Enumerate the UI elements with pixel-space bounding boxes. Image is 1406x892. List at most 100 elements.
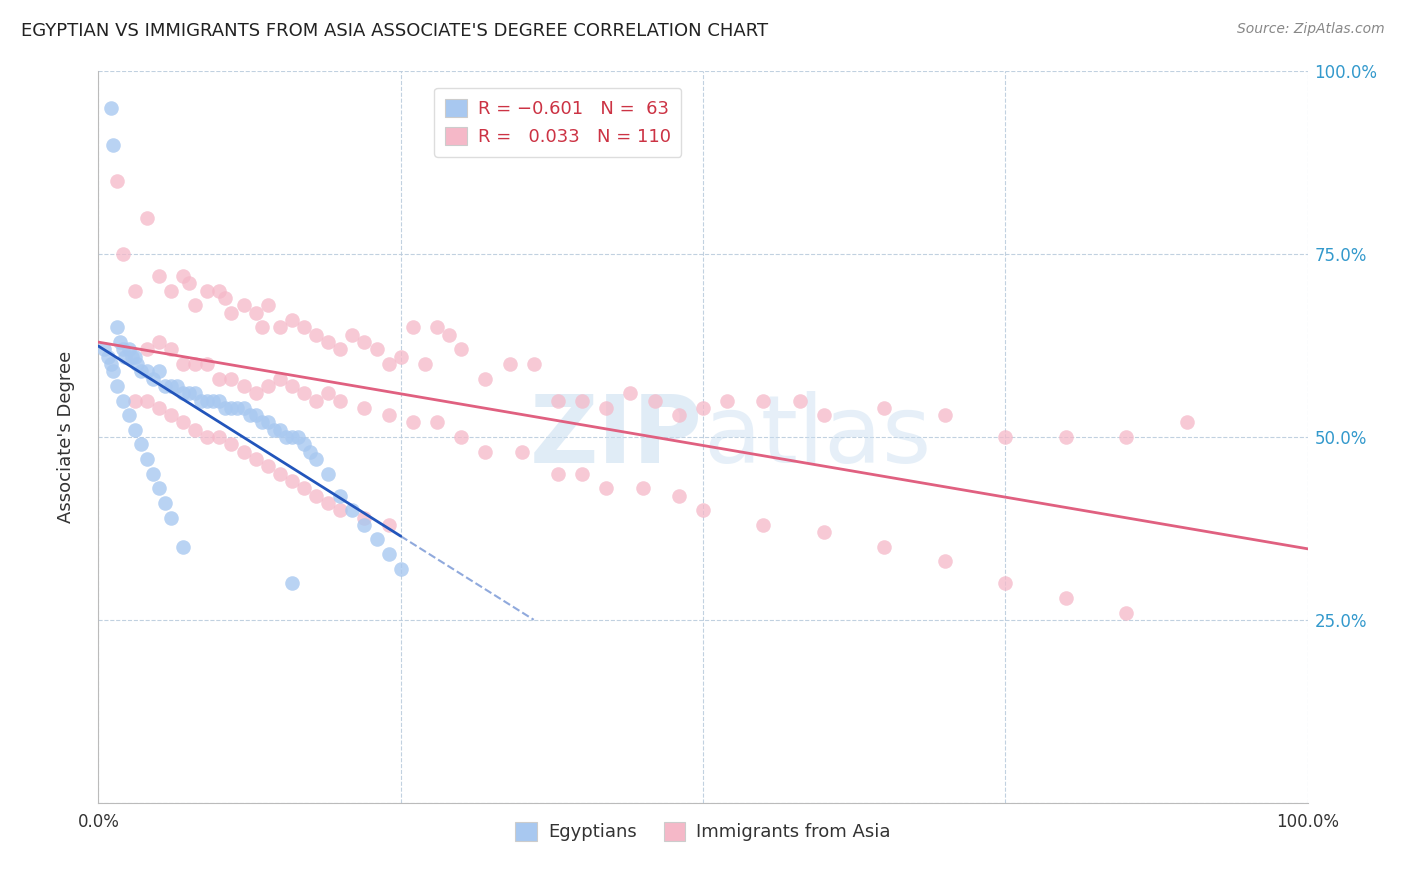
- Immigrants from Asia: [619, 386, 641, 401]
- Immigrants from Asia: [426, 416, 449, 430]
- Egyptians: [353, 517, 375, 532]
- Immigrants from Asia: [160, 343, 183, 357]
- Immigrants from Asia: [377, 408, 399, 422]
- Immigrants from Asia: [256, 459, 278, 474]
- Text: ZIP: ZIP: [530, 391, 703, 483]
- Immigrants from Asia: [450, 430, 472, 444]
- Egyptians: [118, 408, 141, 422]
- Immigrants from Asia: [366, 343, 388, 357]
- Immigrants from Asia: [450, 343, 472, 357]
- Egyptians: [269, 423, 291, 437]
- Immigrants from Asia: [232, 444, 254, 458]
- Egyptians: [281, 576, 304, 591]
- Egyptians: [256, 416, 278, 430]
- Immigrants from Asia: [413, 357, 436, 371]
- Immigrants from Asia: [184, 357, 207, 371]
- Immigrants from Asia: [208, 430, 231, 444]
- Immigrants from Asia: [934, 408, 956, 422]
- Egyptians: [389, 562, 412, 576]
- Immigrants from Asia: [316, 386, 339, 401]
- Egyptians: [232, 401, 254, 415]
- Egyptians: [195, 393, 218, 408]
- Immigrants from Asia: [245, 452, 267, 467]
- Immigrants from Asia: [148, 401, 170, 415]
- Immigrants from Asia: [232, 379, 254, 393]
- Immigrants from Asia: [305, 327, 328, 342]
- Immigrants from Asia: [789, 393, 811, 408]
- Egyptians: [105, 379, 128, 393]
- Immigrants from Asia: [184, 423, 207, 437]
- Immigrants from Asia: [510, 444, 533, 458]
- Immigrants from Asia: [221, 437, 243, 451]
- Egyptians: [111, 393, 134, 408]
- Immigrants from Asia: [172, 357, 194, 371]
- Immigrants from Asia: [389, 350, 412, 364]
- Immigrants from Asia: [752, 393, 775, 408]
- Immigrants from Asia: [873, 540, 896, 554]
- Immigrants from Asia: [245, 386, 267, 401]
- Immigrants from Asia: [1115, 430, 1137, 444]
- Egyptians: [184, 386, 207, 401]
- Egyptians: [179, 386, 201, 401]
- Immigrants from Asia: [402, 320, 425, 334]
- Egyptians: [93, 343, 115, 357]
- Egyptians: [366, 533, 388, 547]
- Legend: Egyptians, Immigrants from Asia: Egyptians, Immigrants from Asia: [508, 814, 898, 848]
- Egyptians: [221, 401, 243, 415]
- Egyptians: [148, 364, 170, 378]
- Immigrants from Asia: [1115, 606, 1137, 620]
- Egyptians: [214, 401, 236, 415]
- Immigrants from Asia: [342, 327, 364, 342]
- Immigrants from Asia: [256, 298, 278, 312]
- Immigrants from Asia: [208, 284, 231, 298]
- Immigrants from Asia: [716, 393, 738, 408]
- Immigrants from Asia: [1175, 416, 1198, 430]
- Immigrants from Asia: [377, 357, 399, 371]
- Egyptians: [129, 364, 152, 378]
- Egyptians: [172, 386, 194, 401]
- Immigrants from Asia: [245, 306, 267, 320]
- Immigrants from Asia: [184, 298, 207, 312]
- Immigrants from Asia: [281, 313, 304, 327]
- Egyptians: [108, 334, 131, 349]
- Egyptians: [135, 364, 157, 378]
- Egyptians: [129, 437, 152, 451]
- Egyptians: [142, 371, 165, 385]
- Immigrants from Asia: [353, 401, 375, 415]
- Egyptians: [101, 137, 124, 152]
- Immigrants from Asia: [305, 393, 328, 408]
- Immigrants from Asia: [160, 408, 183, 422]
- Egyptians: [166, 379, 188, 393]
- Immigrants from Asia: [221, 306, 243, 320]
- Egyptians: [100, 101, 122, 115]
- Immigrants from Asia: [195, 357, 218, 371]
- Egyptians: [208, 393, 231, 408]
- Immigrants from Asia: [221, 371, 243, 385]
- Egyptians: [226, 401, 249, 415]
- Egyptians: [299, 444, 322, 458]
- Egyptians: [160, 510, 183, 524]
- Immigrants from Asia: [172, 269, 194, 284]
- Immigrants from Asia: [111, 247, 134, 261]
- Immigrants from Asia: [179, 277, 201, 291]
- Immigrants from Asia: [124, 284, 146, 298]
- Egyptians: [124, 423, 146, 437]
- Egyptians: [114, 350, 136, 364]
- Immigrants from Asia: [474, 371, 496, 385]
- Text: EGYPTIAN VS IMMIGRANTS FROM ASIA ASSOCIATE'S DEGREE CORRELATION CHART: EGYPTIAN VS IMMIGRANTS FROM ASIA ASSOCIA…: [21, 22, 768, 40]
- Immigrants from Asia: [353, 334, 375, 349]
- Immigrants from Asia: [474, 444, 496, 458]
- Egyptians: [202, 393, 225, 408]
- Immigrants from Asia: [994, 430, 1017, 444]
- Immigrants from Asia: [644, 393, 666, 408]
- Immigrants from Asia: [595, 481, 617, 495]
- Immigrants from Asia: [135, 393, 157, 408]
- Egyptians: [292, 437, 315, 451]
- Immigrants from Asia: [281, 474, 304, 488]
- Immigrants from Asia: [135, 343, 157, 357]
- Immigrants from Asia: [305, 489, 328, 503]
- Egyptians: [153, 379, 176, 393]
- Immigrants from Asia: [631, 481, 654, 495]
- Immigrants from Asia: [148, 269, 170, 284]
- Immigrants from Asia: [813, 408, 835, 422]
